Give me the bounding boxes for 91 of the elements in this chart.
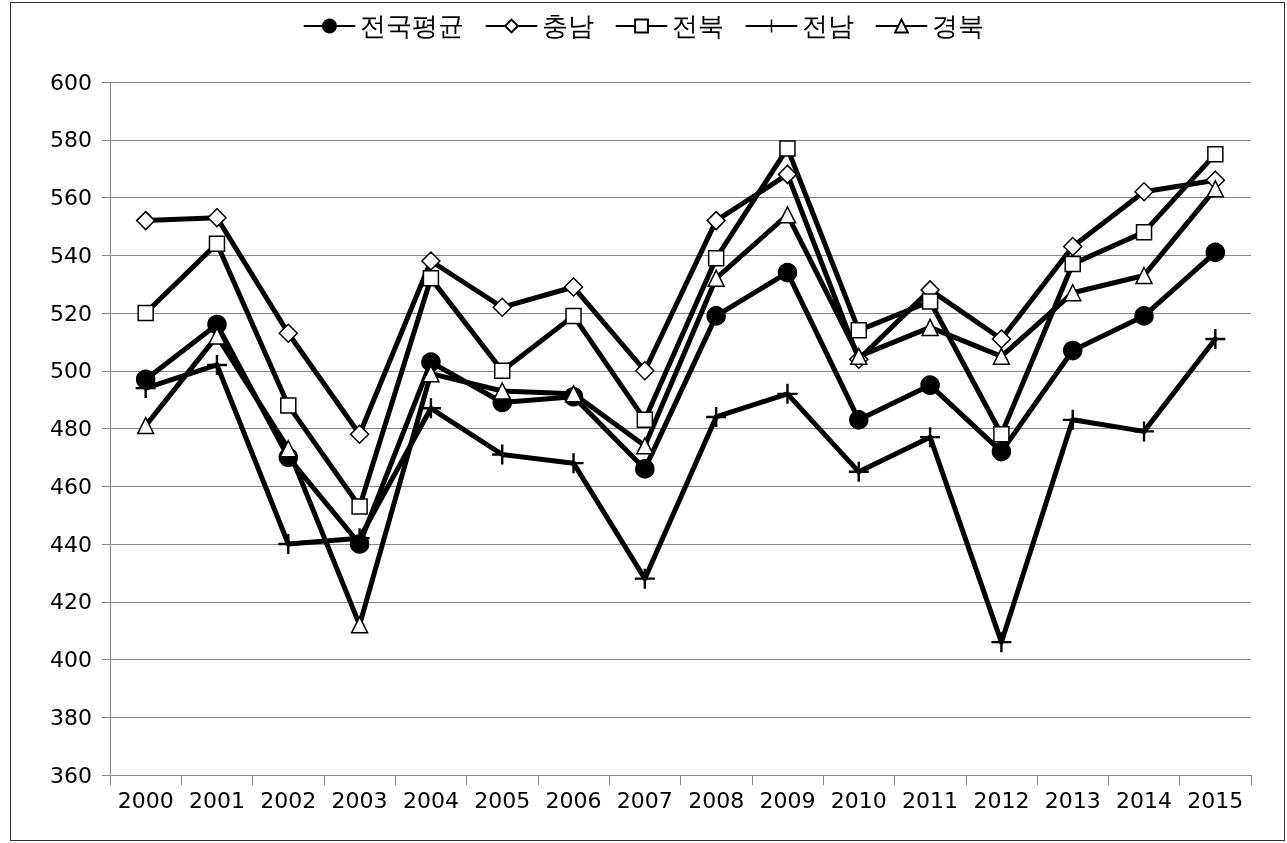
y-tick-label: 400 [50,647,92,672]
point [1135,223,1153,241]
point [207,207,227,228]
point [350,616,369,634]
point [565,307,582,325]
point [1205,242,1226,263]
point [421,251,441,271]
y-tick-label: 480 [50,416,92,441]
x-tick-label: 2011 [902,787,959,813]
point [778,206,797,224]
point [850,322,868,339]
x-tick-label: 2012 [973,787,1030,813]
y-tick-label: 580 [50,127,92,153]
x-tick-label: 2005 [474,787,531,813]
point [779,140,796,157]
y-tick-label: 440 [50,531,92,557]
y-tick-label: 560 [50,185,92,210]
x-tick-label: 2003 [331,787,388,813]
point [492,297,512,317]
y-tick-label: 600 [50,69,92,95]
point [492,444,513,465]
point [1064,255,1081,273]
point [135,210,156,231]
point [636,411,654,429]
point [493,362,511,379]
point [777,262,798,283]
point [1205,328,1226,349]
point [349,424,370,445]
point [706,306,726,326]
x-tick-label: 2008 [688,787,745,813]
y-tick-label: 420 [50,589,92,615]
point [493,382,511,400]
x-tick-label: 2014 [1116,787,1173,813]
point [849,410,869,430]
point [707,249,725,267]
point [208,235,226,252]
point [921,318,939,337]
x-tick-label: 2000 [117,787,174,813]
x-tick-label: 2004 [402,787,459,813]
point [635,361,655,381]
point [777,383,798,404]
point [563,453,584,474]
point [991,441,1012,462]
point [1134,181,1154,202]
x-tick-label: 2001 [188,787,245,813]
point [636,437,654,455]
point [991,329,1012,349]
legend-label: 경북 [931,11,984,41]
legend-label: 전북 [671,11,724,41]
legend-label: 전국평균 [359,11,464,41]
point [421,352,441,372]
x-tick-label: 2010 [830,787,887,813]
point [921,293,939,310]
x-tick-label: 2015 [1187,787,1244,813]
x-tick-label: 2013 [1044,787,1101,813]
x-tick-label: 2006 [545,787,602,813]
point [777,164,798,185]
point [422,270,440,287]
x-tick-label: 2002 [260,787,317,813]
point [1134,306,1154,326]
y-tick-label: 380 [50,704,92,730]
point [1062,236,1083,257]
legend-label: 전남 [801,11,854,41]
point [634,568,655,589]
y-tick-label: 520 [50,300,92,326]
point [707,269,725,288]
y-tick-label: 460 [50,473,92,499]
point [1135,266,1153,285]
y-tick-label: 360 [50,762,92,788]
point [706,210,726,231]
y-tick-label: 540 [50,242,92,268]
point [351,498,368,515]
x-tick-label: 2009 [759,787,816,813]
point [136,416,155,435]
point [1207,145,1224,163]
x-tick-label: 2007 [616,787,673,813]
point [279,439,298,458]
point [1134,421,1155,442]
y-tick-label: 500 [50,358,92,384]
point [991,632,1012,653]
point [920,375,940,395]
point [1062,340,1083,361]
point [993,426,1010,443]
point [280,397,297,414]
point [563,277,584,297]
point [1206,180,1225,198]
legend-label: 충남 [541,11,594,41]
point [635,459,655,479]
point [278,323,299,343]
point [992,347,1011,366]
point [137,304,154,322]
